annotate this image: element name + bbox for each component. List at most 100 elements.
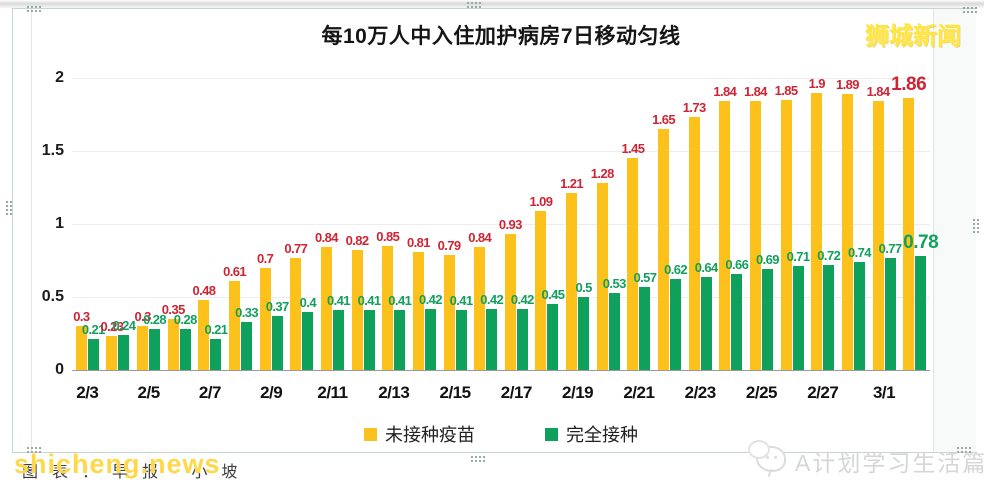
selection-handle-bottom-right[interactable] xyxy=(956,446,971,453)
gridline-y-2 xyxy=(72,78,930,79)
bar-value-unvaccinated-2/18: 1.09 xyxy=(529,193,554,209)
bar-vaccinated-2/17 xyxy=(516,308,528,370)
bar-vaccinated-2/6 xyxy=(179,329,191,370)
bar-value-unvaccinated-2/16: 0.84 xyxy=(468,230,492,246)
bar-unvaccinated-2/3 xyxy=(75,326,87,370)
y-tick-0.5: 0.5 xyxy=(41,288,64,305)
bar-value-unvaccinated-2/15: 0.79 xyxy=(437,237,462,253)
bar-value-vaccinated-2/8: 0.33 xyxy=(235,304,259,320)
bar-vaccinated-2/13 xyxy=(394,310,406,370)
bar-value-vaccinated-2/18: 0.45 xyxy=(541,287,566,303)
bar-value-vaccinated-2/9: 0.37 xyxy=(265,298,290,314)
selection-handle-mid-left[interactable] xyxy=(5,200,12,215)
bar-vaccinated-2/9 xyxy=(271,315,283,370)
chart-card-left-edge xyxy=(31,9,32,452)
gridline-y-0.5 xyxy=(72,297,930,298)
gridline-y-1 xyxy=(72,224,930,225)
bar-value-vaccinated-2/11: 0.41 xyxy=(327,293,351,309)
bar-vaccinated-2/25 xyxy=(761,269,773,370)
bar-value-vaccinated-2/20: 0.53 xyxy=(602,275,627,291)
x-tick-2-17: 2/17 xyxy=(500,383,533,402)
x-tick-2-7: 2/7 xyxy=(198,383,222,402)
bar-value-unvaccinated-2/25: 1.84 xyxy=(744,84,768,100)
bar-vaccinated-3/2 xyxy=(915,256,927,370)
bar-unvaccinated-2/21 xyxy=(627,158,639,370)
bar-vaccinated-2/19 xyxy=(578,297,590,370)
chart-title: 每10万人中入住加护病房7日移动匀线 xyxy=(321,25,681,48)
bar-value-vaccinated-2/27: 0.72 xyxy=(817,247,841,263)
bar-value-vaccinated-3/2: 0.78 xyxy=(903,232,939,254)
bar-value-vaccinated-2/24: 0.66 xyxy=(725,256,749,272)
y-tick-1: 1 xyxy=(55,215,64,232)
chart-legend: 未接种疫苗 完全接种 xyxy=(72,421,930,447)
bar-vaccinated-2/8 xyxy=(241,321,253,370)
bar-vaccinated-2/21 xyxy=(639,286,651,370)
bar-value-unvaccinated-2/8: 0.61 xyxy=(223,263,247,279)
selection-handle-top-mid[interactable] xyxy=(466,1,481,8)
bar-value-vaccinated-2/7: 0.21 xyxy=(204,322,228,338)
selection-handle-bottom-left[interactable] xyxy=(26,446,41,453)
bar-vaccinated-2/28 xyxy=(853,261,865,370)
bar-unvaccinated-2/11 xyxy=(320,247,332,370)
bar-unvaccinated-2/6 xyxy=(167,318,179,370)
editor-top-strip xyxy=(0,0,984,8)
bar-value-unvaccinated-2/14: 0.81 xyxy=(406,234,431,250)
x-tick-2-15: 2/15 xyxy=(439,383,471,402)
bar-unvaccinated-2/13 xyxy=(382,245,394,370)
x-tick-2-9: 2/9 xyxy=(260,383,283,402)
watermark-shicheng: shicheng.news xyxy=(14,449,221,479)
x-tick-2-27: 2/27 xyxy=(807,383,839,402)
bar-value-unvaccinated-2/4: 0.23 xyxy=(100,319,125,335)
bar-value-vaccinated-2/14: 0.42 xyxy=(418,291,443,307)
x-axis-labels: 2/3 2/5 2/7 2/9 2/11 2/13 2/15 2/17 2/19 2/21 2/23… xyxy=(72,383,930,407)
y-tick-0: 0 xyxy=(55,361,64,378)
legend-swatch-vaccinated-icon xyxy=(545,427,558,441)
bar-vaccinated-2/27 xyxy=(823,264,835,370)
bar-value-vaccinated-2/28: 0.74 xyxy=(847,244,872,260)
bar-value-unvaccinated-2/9: 0.7 xyxy=(257,250,274,266)
legend-label-vaccinated: 完全接种 xyxy=(566,425,638,445)
bar-value-unvaccinated-2/22: 1.65 xyxy=(652,112,676,128)
bar-value-unvaccinated-3/2: 1.86 xyxy=(891,74,927,96)
selection-handle-bottom-mid[interactable] xyxy=(470,455,485,462)
bar-vaccinated-2/7 xyxy=(210,339,222,370)
bar-value-unvaccinated-2/20: 1.28 xyxy=(590,166,615,182)
chart-card-right-edge xyxy=(933,9,934,452)
bar-value-vaccinated-2/26: 0.71 xyxy=(786,249,811,265)
selection-handle-top-right[interactable] xyxy=(962,6,977,13)
bar-value-unvaccinated-2/12: 0.82 xyxy=(345,233,370,249)
bar-vaccinated-2/3 xyxy=(87,339,99,370)
bar-vaccinated-2/22 xyxy=(670,279,682,370)
bar-value-vaccinated-2/10: 0.4 xyxy=(299,294,317,310)
bar-value-unvaccinated-2/27: 1.9 xyxy=(808,75,826,91)
bar-vaccinated-2/12 xyxy=(363,310,375,370)
bar-value-vaccinated-2/12: 0.41 xyxy=(357,293,382,309)
wechat-bubbles-icon xyxy=(748,440,792,474)
bar-vaccinated-2/14 xyxy=(424,308,436,370)
bar-value-unvaccinated-2/19: 1.21 xyxy=(560,176,584,192)
bar-vaccinated-2/20 xyxy=(608,292,620,370)
bar-unvaccinated-2/18 xyxy=(535,210,547,370)
selection-handle-top-left[interactable] xyxy=(26,5,41,12)
x-tick-2-21: 2/21 xyxy=(623,383,655,402)
bar-unvaccinated-2/8 xyxy=(229,280,241,370)
x-tick-2-25: 2/25 xyxy=(745,383,778,402)
y-tick-1.5: 1.5 xyxy=(41,142,64,159)
bar-unvaccinated-2/19 xyxy=(566,193,578,370)
x-tick-3-1: 3/1 xyxy=(872,383,896,402)
bar-value-unvaccinated-2/3: 0.3 xyxy=(73,309,90,325)
bar-value-vaccinated-2/23: 0.64 xyxy=(694,259,719,275)
bar-unvaccinated-2/27 xyxy=(811,92,823,370)
selection-handle-mid-right[interactable] xyxy=(972,218,979,233)
bar-unvaccinated-2/25 xyxy=(749,101,761,370)
bar-value-vaccinated-3/1: 0.77 xyxy=(878,240,903,256)
bar-value-unvaccinated-2/28: 1.89 xyxy=(835,77,860,93)
bar-vaccinated-2/16 xyxy=(486,308,498,370)
bar-value-unvaccinated-2/5: 0.3 xyxy=(134,309,151,325)
bar-unvaccinated-2/20 xyxy=(596,183,608,370)
bar-value-unvaccinated-2/10: 0.77 xyxy=(284,240,308,256)
legend-item-unvaccinated: 未接种疫苗 xyxy=(364,421,475,447)
gridline-y-1.5 xyxy=(72,151,930,152)
bar-value-vaccinated-2/15: 0.41 xyxy=(449,293,474,309)
